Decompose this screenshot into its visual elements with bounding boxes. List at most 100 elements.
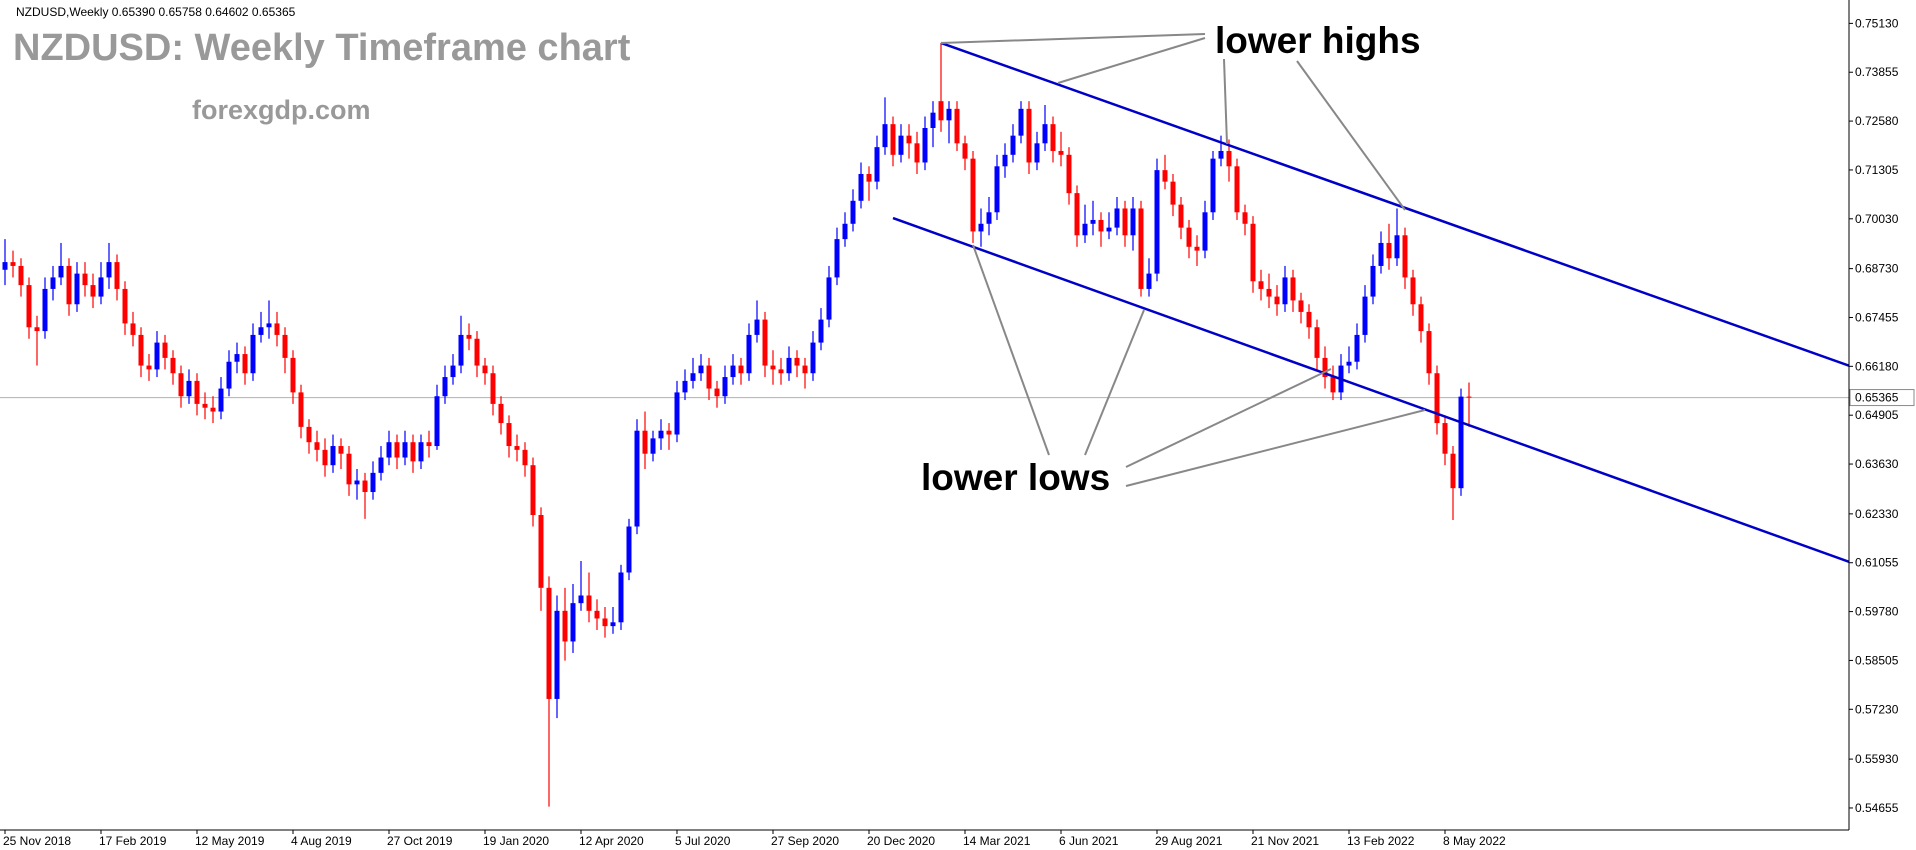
candle-body — [210, 407, 216, 412]
candle-body — [1250, 223, 1256, 282]
candle-body — [770, 365, 776, 370]
x-tick-label: 19 Jan 2020 — [483, 834, 549, 848]
x-tick-label: 29 Aug 2021 — [1155, 834, 1223, 848]
candle-body — [154, 342, 160, 370]
candle-body — [594, 610, 600, 619]
candle-body — [1418, 304, 1424, 332]
candle-body — [538, 515, 544, 588]
candle-body — [890, 124, 896, 155]
x-tick-label: 6 Jun 2021 — [1059, 834, 1119, 848]
candle-body — [362, 480, 368, 493]
candle-body — [962, 143, 968, 159]
candle-body — [1346, 361, 1352, 366]
pointer-line — [1125, 368, 1332, 468]
candle-body — [802, 365, 808, 374]
candle-body — [514, 446, 520, 450]
candle-body — [450, 365, 456, 378]
candle-body — [1362, 296, 1368, 335]
candle-body — [754, 319, 760, 335]
candle-body — [162, 342, 168, 358]
candle-body — [1394, 235, 1400, 259]
candle-body — [1170, 181, 1176, 205]
chart-title: NZDUSD: Weekly Timeframe chart — [13, 27, 631, 69]
candle-body — [1290, 277, 1296, 301]
y-tick-label: 0.54655 — [1855, 801, 1899, 815]
candle-body — [1450, 453, 1456, 489]
candle-body — [10, 262, 16, 266]
x-tick-label: 27 Oct 2019 — [387, 834, 453, 848]
annotation-pointers — [940, 33, 1426, 487]
y-tick-label: 0.63630 — [1855, 457, 1899, 471]
candle-body — [658, 430, 664, 439]
candle-body — [474, 338, 480, 366]
candle-body — [1306, 311, 1312, 328]
candle-body — [282, 334, 288, 358]
x-tick-label: 5 Jul 2020 — [675, 834, 731, 848]
pointer-line — [1125, 409, 1426, 487]
candle-body — [490, 373, 496, 404]
candle-body — [778, 369, 784, 374]
y-tick-label: 0.67455 — [1855, 310, 1899, 324]
candle-body — [978, 223, 984, 232]
candle-body — [1026, 108, 1032, 163]
y-tick-label: 0.66180 — [1855, 359, 1899, 373]
candle-body — [930, 112, 936, 128]
candle-body — [498, 403, 504, 424]
candle-body — [1282, 277, 1288, 305]
current-price-label: 0.65365 — [1855, 391, 1899, 405]
candle-body — [730, 365, 736, 378]
candle-body — [602, 618, 608, 627]
candle-body — [1042, 124, 1048, 144]
candle-body — [410, 442, 416, 462]
candle-body — [1082, 223, 1088, 236]
candle-body — [618, 572, 624, 623]
candle-body — [26, 285, 32, 328]
candle-body — [1354, 334, 1360, 362]
candle-body — [946, 108, 952, 121]
candle-body — [554, 610, 560, 699]
candle-body — [258, 327, 264, 335]
candle-body — [1114, 208, 1120, 228]
candle-body — [34, 327, 40, 332]
chart-header: NZDUSD,Weekly 0.65390 0.65758 0.64602 0.… — [16, 5, 296, 19]
candle-body — [266, 323, 272, 328]
candle-body — [466, 334, 472, 339]
candle-body — [882, 124, 888, 148]
x-tick-label: 4 Aug 2019 — [291, 834, 352, 848]
candle-body — [954, 108, 960, 144]
candle-body — [1162, 170, 1168, 182]
candle-body — [426, 442, 432, 447]
candle-body — [146, 365, 152, 370]
candle-body — [250, 334, 256, 374]
candle-body — [274, 323, 280, 335]
annotation: lower lows — [921, 457, 1110, 498]
candle-body — [650, 438, 656, 454]
candle-body — [370, 472, 376, 493]
candle-body — [1010, 135, 1016, 155]
x-tick-label: 12 Apr 2020 — [579, 834, 644, 848]
candle-body — [626, 526, 632, 573]
candle-body — [1002, 154, 1008, 167]
candle-body — [1138, 208, 1144, 289]
x-tick-label: 17 Feb 2019 — [99, 834, 167, 848]
candle-body — [42, 288, 48, 332]
candle-body — [722, 377, 728, 397]
candle-body — [1258, 281, 1264, 289]
candle-body — [1434, 373, 1440, 424]
x-tick-label: 25 Nov 2018 — [3, 834, 71, 848]
candle-body — [1234, 166, 1240, 213]
candle-body — [394, 442, 400, 458]
candle-body — [506, 423, 512, 447]
annotation: lower highs — [1215, 20, 1421, 61]
candle-body — [402, 442, 408, 458]
candle-body — [2, 262, 8, 270]
candle-body — [794, 357, 800, 366]
candle-body — [1322, 357, 1328, 378]
candle-body — [826, 277, 832, 320]
trendline — [892, 216, 1849, 564]
candle-body — [866, 173, 872, 182]
candle-body — [106, 262, 112, 278]
pointer-line — [972, 244, 1050, 456]
candle-body — [218, 388, 224, 412]
